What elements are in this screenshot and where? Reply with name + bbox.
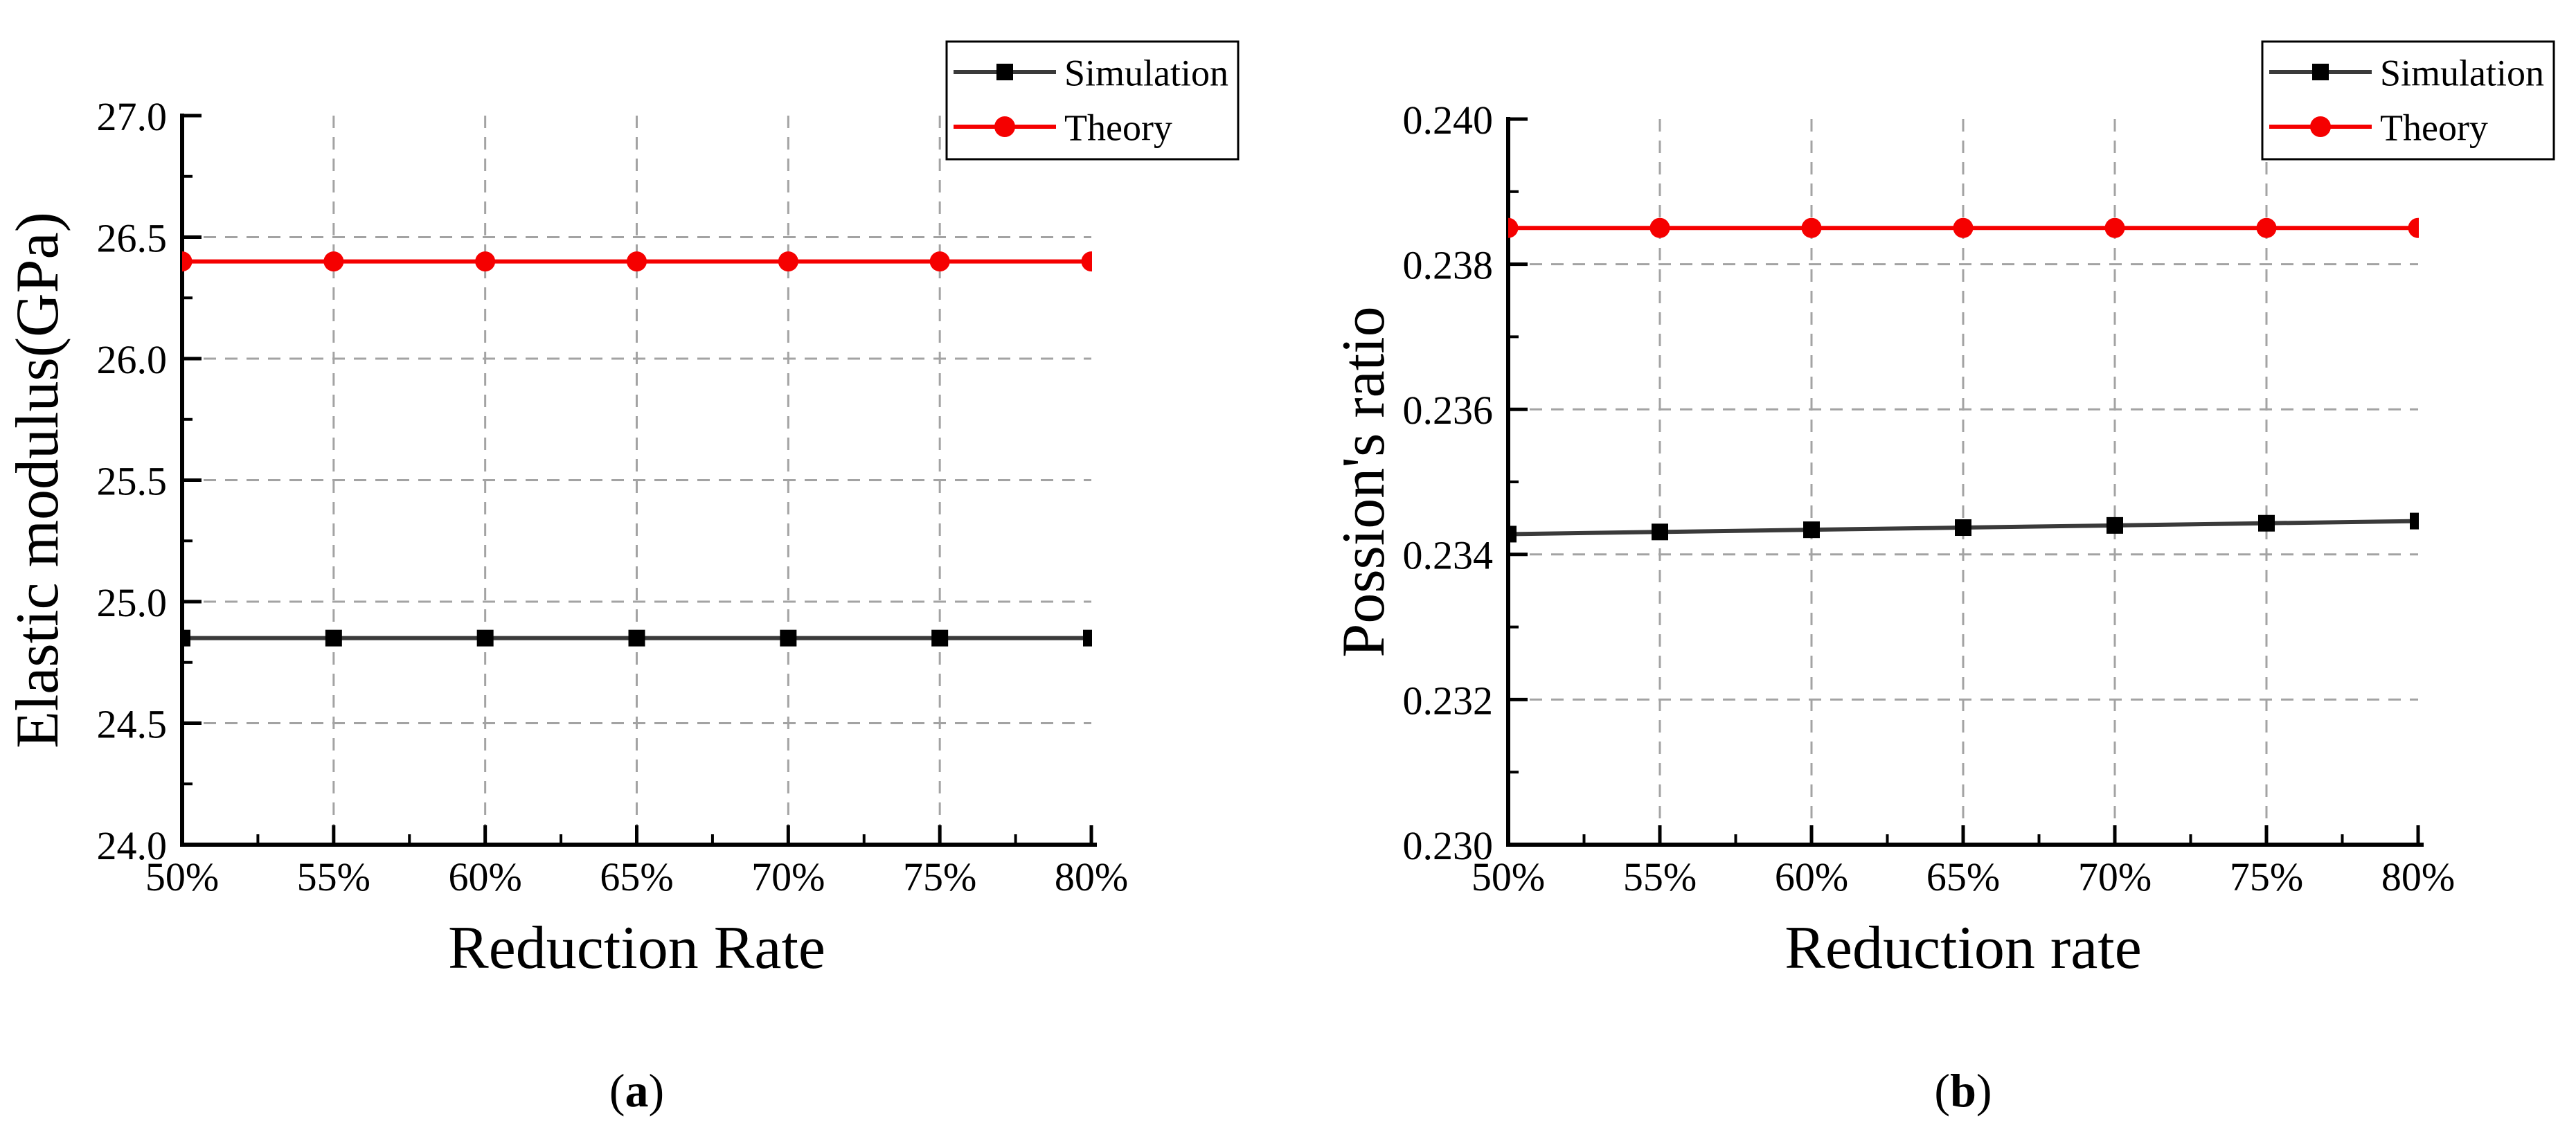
y-tick-label: 27.0 [97,94,168,139]
legend-square-marker-icon [2312,64,2329,80]
x-tick-label: 60% [1775,854,1848,899]
y-tick-label: 24.5 [97,701,168,746]
series-theory-marker [323,251,344,272]
series-simulation-marker [628,629,645,647]
y-tick-label: 0.236 [1403,388,1494,433]
series-theory-marker [1801,217,1822,238]
x-tick-label: 80% [2381,854,2455,899]
legend-box [945,40,1240,161]
x-tick-label: 55% [297,854,370,899]
series-simulation-marker [2410,512,2419,530]
gridlines [1508,119,2418,845]
x-tick-label: 55% [1623,854,1697,899]
series-simulation-marker [1508,525,1517,543]
series-theory-marker [182,251,193,272]
y-tick-label: 25.0 [97,580,168,625]
x-tick-label: 50% [1472,854,1545,899]
series-theory-marker [2408,217,2419,238]
legend-circle-marker-icon [994,116,1015,137]
legend-label: Simulation [1064,52,1228,93]
legend-label: Simulation [2380,52,2544,93]
x-tick-label: 75% [903,854,976,899]
series-simulation-marker [2258,514,2275,532]
series-theory-marker [627,251,647,272]
series-simulation [182,629,1092,647]
series-theory-marker [2256,217,2277,238]
x-tick-label: 50% [145,854,219,899]
y-tick-label: 26.5 [97,215,168,260]
x-axis-label: Reduction rate [1785,915,2142,982]
series-simulation-marker [182,629,190,647]
series-theory-marker [475,251,496,272]
series-simulation-marker [325,629,342,647]
x-tick-label: 75% [2230,854,2303,899]
series-theory-marker [1953,217,1974,238]
y-tick-label: 0.240 [1403,98,1494,143]
y-tick-label: 0.238 [1403,242,1494,287]
y-axis-label: Elastic modulus(GPa) [4,212,71,748]
y-tick-label: 0.234 [1403,533,1494,578]
y-axis-label: Possion's ratio [1330,306,1397,657]
series-simulation-marker [1803,521,1820,539]
legend-box [2261,40,2555,161]
legend-entry-simulation: Simulation [954,52,1228,93]
subplot-caption: (a) [609,1064,664,1117]
series-theory [1508,217,2419,238]
x-tick-label: 70% [2078,854,2152,899]
x-tick-label: 60% [449,854,522,899]
series-simulation-marker [931,629,949,647]
series-theory-marker [1081,251,1092,272]
legend-entry-theory: Theory [2269,107,2488,148]
series-theory-marker [778,251,798,272]
x-axis-label: Reduction Rate [448,915,825,982]
chart-b: 50% 55% 60% 65% 70% 75% 80% 0.230 0.232 0.234 0.23… [1330,40,2555,1117]
series-theory-marker [2104,217,2125,238]
legend-entry-simulation: Simulation [2269,52,2544,93]
legend-square-marker-icon [996,64,1013,80]
x-tick-label: 65% [1926,854,2000,899]
series-theory-marker [929,251,950,272]
x-tick-label: 80% [1055,854,1128,899]
series-simulation-marker [1955,519,1971,537]
series-simulation-marker [476,629,494,647]
series-simulation-marker [780,629,797,647]
y-tick-label: 25.5 [97,458,168,503]
series-simulation-marker [2107,516,2123,534]
chart-a: 50% 55% 60% 65% 70% 75% 80% 24.0 24.5 25.0 25.5 26.… [4,40,1240,1117]
y-tick-label: 0.232 [1403,678,1494,723]
subplot-caption: (b) [1934,1064,1992,1117]
legend-circle-marker-icon [2310,116,2331,137]
series-theory [182,251,1092,272]
series-theory-marker [1649,217,1670,238]
series-theory-marker [1508,217,1519,238]
y-tick-label: 24.0 [97,823,168,868]
legend: Simulation Theory [2261,40,2555,161]
legend-label: Theory [2380,107,2488,148]
x-tick-label: 65% [600,854,673,899]
x-tick-label: 70% [751,854,825,899]
y-tick-label: 26.0 [97,337,168,382]
series-simulation-marker [1652,523,1668,541]
series-simulation-marker [1083,629,1092,647]
y-tick-label: 0.230 [1403,823,1494,868]
series-simulation [1508,512,2419,543]
legend-entry-theory: Theory [954,107,1172,148]
legend-label: Theory [1064,107,1172,148]
legend: Simulation Theory [945,40,1240,161]
gridlines [182,116,1091,845]
